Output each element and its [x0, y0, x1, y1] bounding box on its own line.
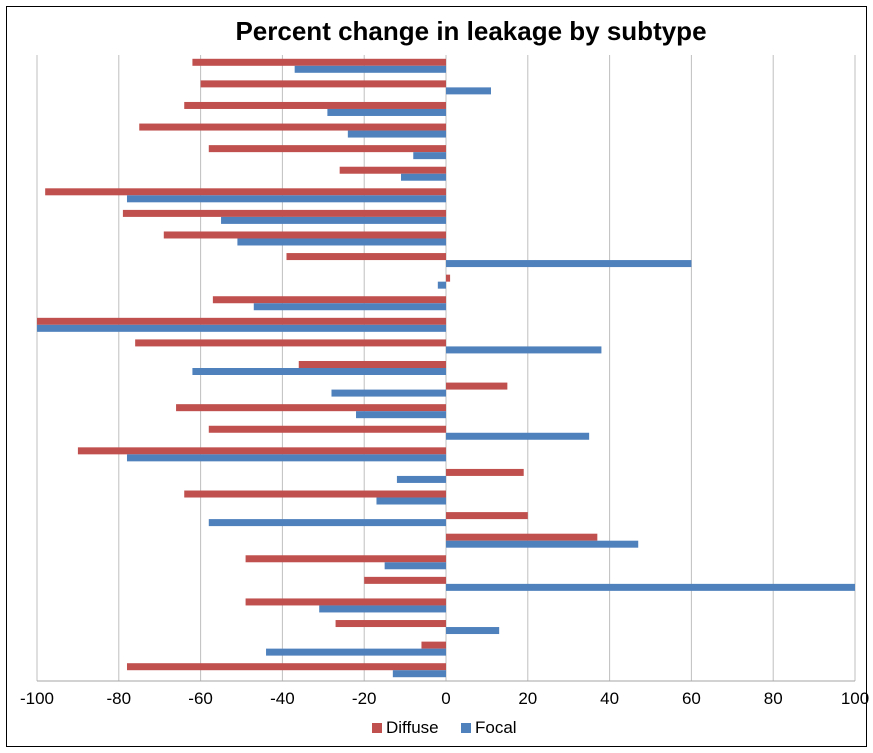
legend-swatch-focal: [461, 723, 471, 733]
bar-focal: [384, 562, 446, 570]
bar-diffuse: [45, 188, 447, 196]
x-tick-label: -20: [352, 689, 377, 708]
bar-focal: [266, 648, 446, 656]
x-tick-label: 80: [764, 689, 783, 708]
bar-diffuse: [339, 166, 446, 174]
bar-diffuse: [421, 641, 446, 649]
x-tick-label: 20: [518, 689, 537, 708]
bar-focal: [37, 324, 446, 332]
bars: [37, 58, 855, 678]
bar-diffuse: [122, 209, 446, 217]
bar-focal: [221, 216, 446, 224]
bar-diffuse: [298, 361, 446, 368]
x-tick-label: -80: [107, 689, 132, 708]
bar-diffuse: [192, 58, 446, 66]
bar-diffuse: [135, 339, 446, 347]
bar-focal: [446, 583, 855, 591]
bar-diffuse: [245, 598, 446, 606]
bar-focal: [253, 303, 446, 311]
x-tick-label: 40: [600, 689, 619, 708]
bar-diffuse: [139, 123, 446, 131]
x-tick-label: 0: [441, 689, 450, 708]
bar-focal: [446, 87, 491, 95]
bar-focal: [327, 108, 446, 116]
bar-focal: [446, 346, 602, 354]
bar-focal: [294, 65, 446, 73]
bar-diffuse: [126, 663, 446, 671]
bar-focal: [446, 627, 500, 635]
bar-diffuse: [163, 231, 447, 239]
bar-diffuse: [245, 555, 446, 563]
legend-label-diffuse: Diffuse: [386, 718, 439, 737]
x-tick-label: -60: [188, 689, 213, 708]
bar-diffuse: [446, 533, 598, 541]
legend: Diffuse Focal: [372, 718, 517, 737]
x-axis-ticks: -100 -80 -60 -40 -20 0 20 40 60 80 100: [20, 689, 869, 708]
bar-focal: [446, 432, 590, 440]
bar-focal: [446, 260, 692, 268]
bar-focal: [396, 475, 446, 483]
bar-diffuse: [184, 490, 447, 498]
bar-diffuse: [212, 296, 446, 304]
legend-swatch-diffuse: [372, 723, 382, 733]
bar-focal: [401, 173, 446, 181]
x-tick-label: -100: [20, 689, 54, 708]
bar-focal: [331, 389, 446, 397]
gridlines: [36, 55, 856, 681]
bar-diffuse: [37, 317, 446, 325]
bar-focal: [126, 454, 446, 462]
bar-diffuse: [446, 468, 524, 476]
bar-focal: [319, 605, 446, 613]
bar-diffuse: [176, 404, 446, 412]
bar-diffuse: [77, 447, 447, 455]
bar-focal: [347, 130, 446, 138]
bar-diffuse: [335, 620, 446, 628]
chart-title: Percent change in leakage by subtype: [235, 16, 706, 46]
bar-diffuse: [208, 425, 446, 433]
bar-focal: [392, 670, 446, 678]
bar-diffuse: [446, 382, 508, 390]
bar-diffuse: [364, 576, 446, 584]
bar-focal: [376, 497, 446, 505]
x-tick-label: -40: [270, 689, 295, 708]
bar-diffuse: [200, 80, 446, 88]
bar-diffuse: [208, 145, 446, 153]
bar-focal: [208, 519, 446, 527]
x-tick-label: 60: [682, 689, 701, 708]
bar-focal: [437, 281, 446, 289]
bar-focal: [446, 540, 639, 548]
legend-label-focal: Focal: [475, 718, 517, 737]
bar-diffuse: [446, 274, 451, 282]
bar-diffuse: [286, 253, 446, 261]
bar-focal: [413, 152, 446, 160]
bar-diffuse: [446, 512, 528, 520]
bar-focal: [192, 368, 446, 375]
bar-diffuse: [184, 101, 447, 109]
x-tick-label: 100: [841, 689, 869, 708]
bar-focal: [237, 238, 446, 246]
bar-focal: [356, 411, 446, 419]
bar-focal: [126, 195, 446, 203]
